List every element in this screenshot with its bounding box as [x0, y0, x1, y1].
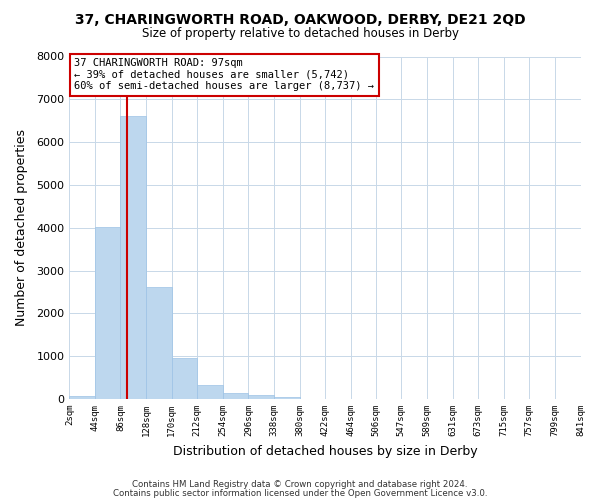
Text: 37 CHARINGWORTH ROAD: 97sqm
← 39% of detached houses are smaller (5,742)
60% of : 37 CHARINGWORTH ROAD: 97sqm ← 39% of det…	[74, 58, 374, 92]
Bar	[197, 386, 223, 399]
Text: 37, CHARINGWORTH ROAD, OAKWOOD, DERBY, DE21 2QD: 37, CHARINGWORTH ROAD, OAKWOOD, DERBY, D…	[74, 12, 526, 26]
Bar	[172, 358, 197, 399]
Text: Contains public sector information licensed under the Open Government Licence v3: Contains public sector information licen…	[113, 488, 487, 498]
Text: Contains HM Land Registry data © Crown copyright and database right 2024.: Contains HM Land Registry data © Crown c…	[132, 480, 468, 489]
Y-axis label: Number of detached properties: Number of detached properties	[15, 130, 28, 326]
X-axis label: Distribution of detached houses by size in Derby: Distribution of detached houses by size …	[173, 444, 477, 458]
Text: Size of property relative to detached houses in Derby: Size of property relative to detached ho…	[142, 28, 458, 40]
Bar	[274, 397, 299, 399]
Bar	[70, 396, 95, 399]
Bar	[223, 392, 248, 399]
Bar	[121, 116, 146, 399]
Bar	[146, 287, 172, 399]
Bar	[248, 395, 274, 399]
Bar	[95, 227, 121, 399]
